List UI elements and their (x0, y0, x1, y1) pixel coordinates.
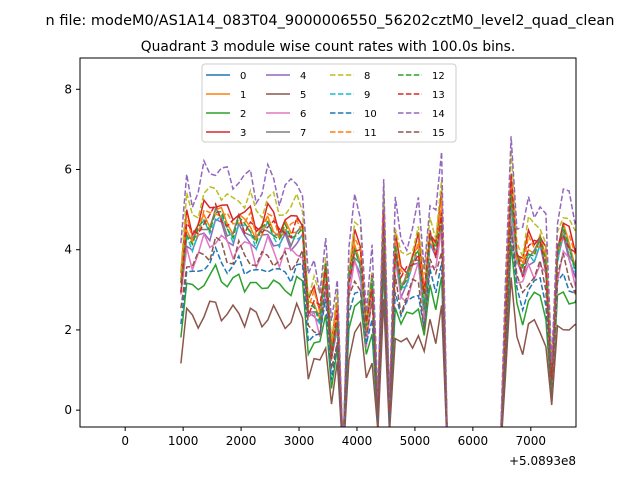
series-9-line (180, 199, 576, 427)
legend-label-4: 4 (300, 71, 306, 82)
series-15-line (180, 226, 576, 427)
legend-label-1: 1 (240, 90, 246, 101)
legend-label-6: 6 (300, 109, 306, 120)
legend-label-0: 0 (240, 71, 246, 82)
legend-label-14: 14 (432, 109, 445, 120)
legend-label-2: 2 (240, 109, 246, 120)
series-2-line (180, 244, 576, 427)
legend-box (201, 63, 457, 143)
x-offset-label: +5.0893e8 (509, 454, 576, 468)
legend-label-10: 10 (364, 109, 377, 120)
legend-label-8: 8 (364, 71, 370, 82)
axes-frame (79, 57, 577, 428)
series-14-line (180, 136, 576, 427)
legend-label-15: 15 (432, 128, 445, 139)
x-tick-label: 4000 (342, 434, 373, 448)
y-tick-label: 8 (64, 82, 72, 96)
legend-label-11: 11 (364, 128, 377, 139)
series-layer (180, 136, 576, 427)
x-tick-label: 6000 (458, 434, 489, 448)
legend-label-7: 7 (300, 128, 306, 139)
legend-label-5: 5 (300, 90, 306, 101)
y-tick-label: 4 (64, 243, 72, 257)
chart-title: Quadrant 3 module wise count rates with … (141, 39, 515, 55)
y-tick-label: 6 (64, 163, 72, 177)
x-tick-label: 7000 (516, 434, 547, 448)
series-13-line (180, 176, 576, 427)
x-tick-label: 3000 (284, 434, 315, 448)
legend-label-3: 3 (240, 128, 246, 139)
series-5-line (180, 277, 576, 427)
x-tick-label: 2000 (226, 434, 257, 448)
y-tick-label: 2 (64, 323, 72, 337)
x-tick-label: 0 (121, 434, 129, 448)
series-12-line (180, 194, 576, 427)
legend-label-9: 9 (364, 90, 370, 101)
plot-area (180, 136, 576, 427)
tick-layer: 0 1000 2000 3000 4000 5000 6000 7000 0 2 4 6 8 (64, 82, 546, 448)
legend-label-12: 12 (432, 71, 445, 82)
y-tick-label: 0 (64, 403, 72, 417)
legend-label-13: 13 (432, 90, 445, 101)
figure-suptitle: n file: modeM0/AS1A14_083T04_9000006550_… (46, 13, 615, 29)
x-tick-label: 1000 (168, 434, 199, 448)
x-tick-label: 5000 (400, 434, 431, 448)
